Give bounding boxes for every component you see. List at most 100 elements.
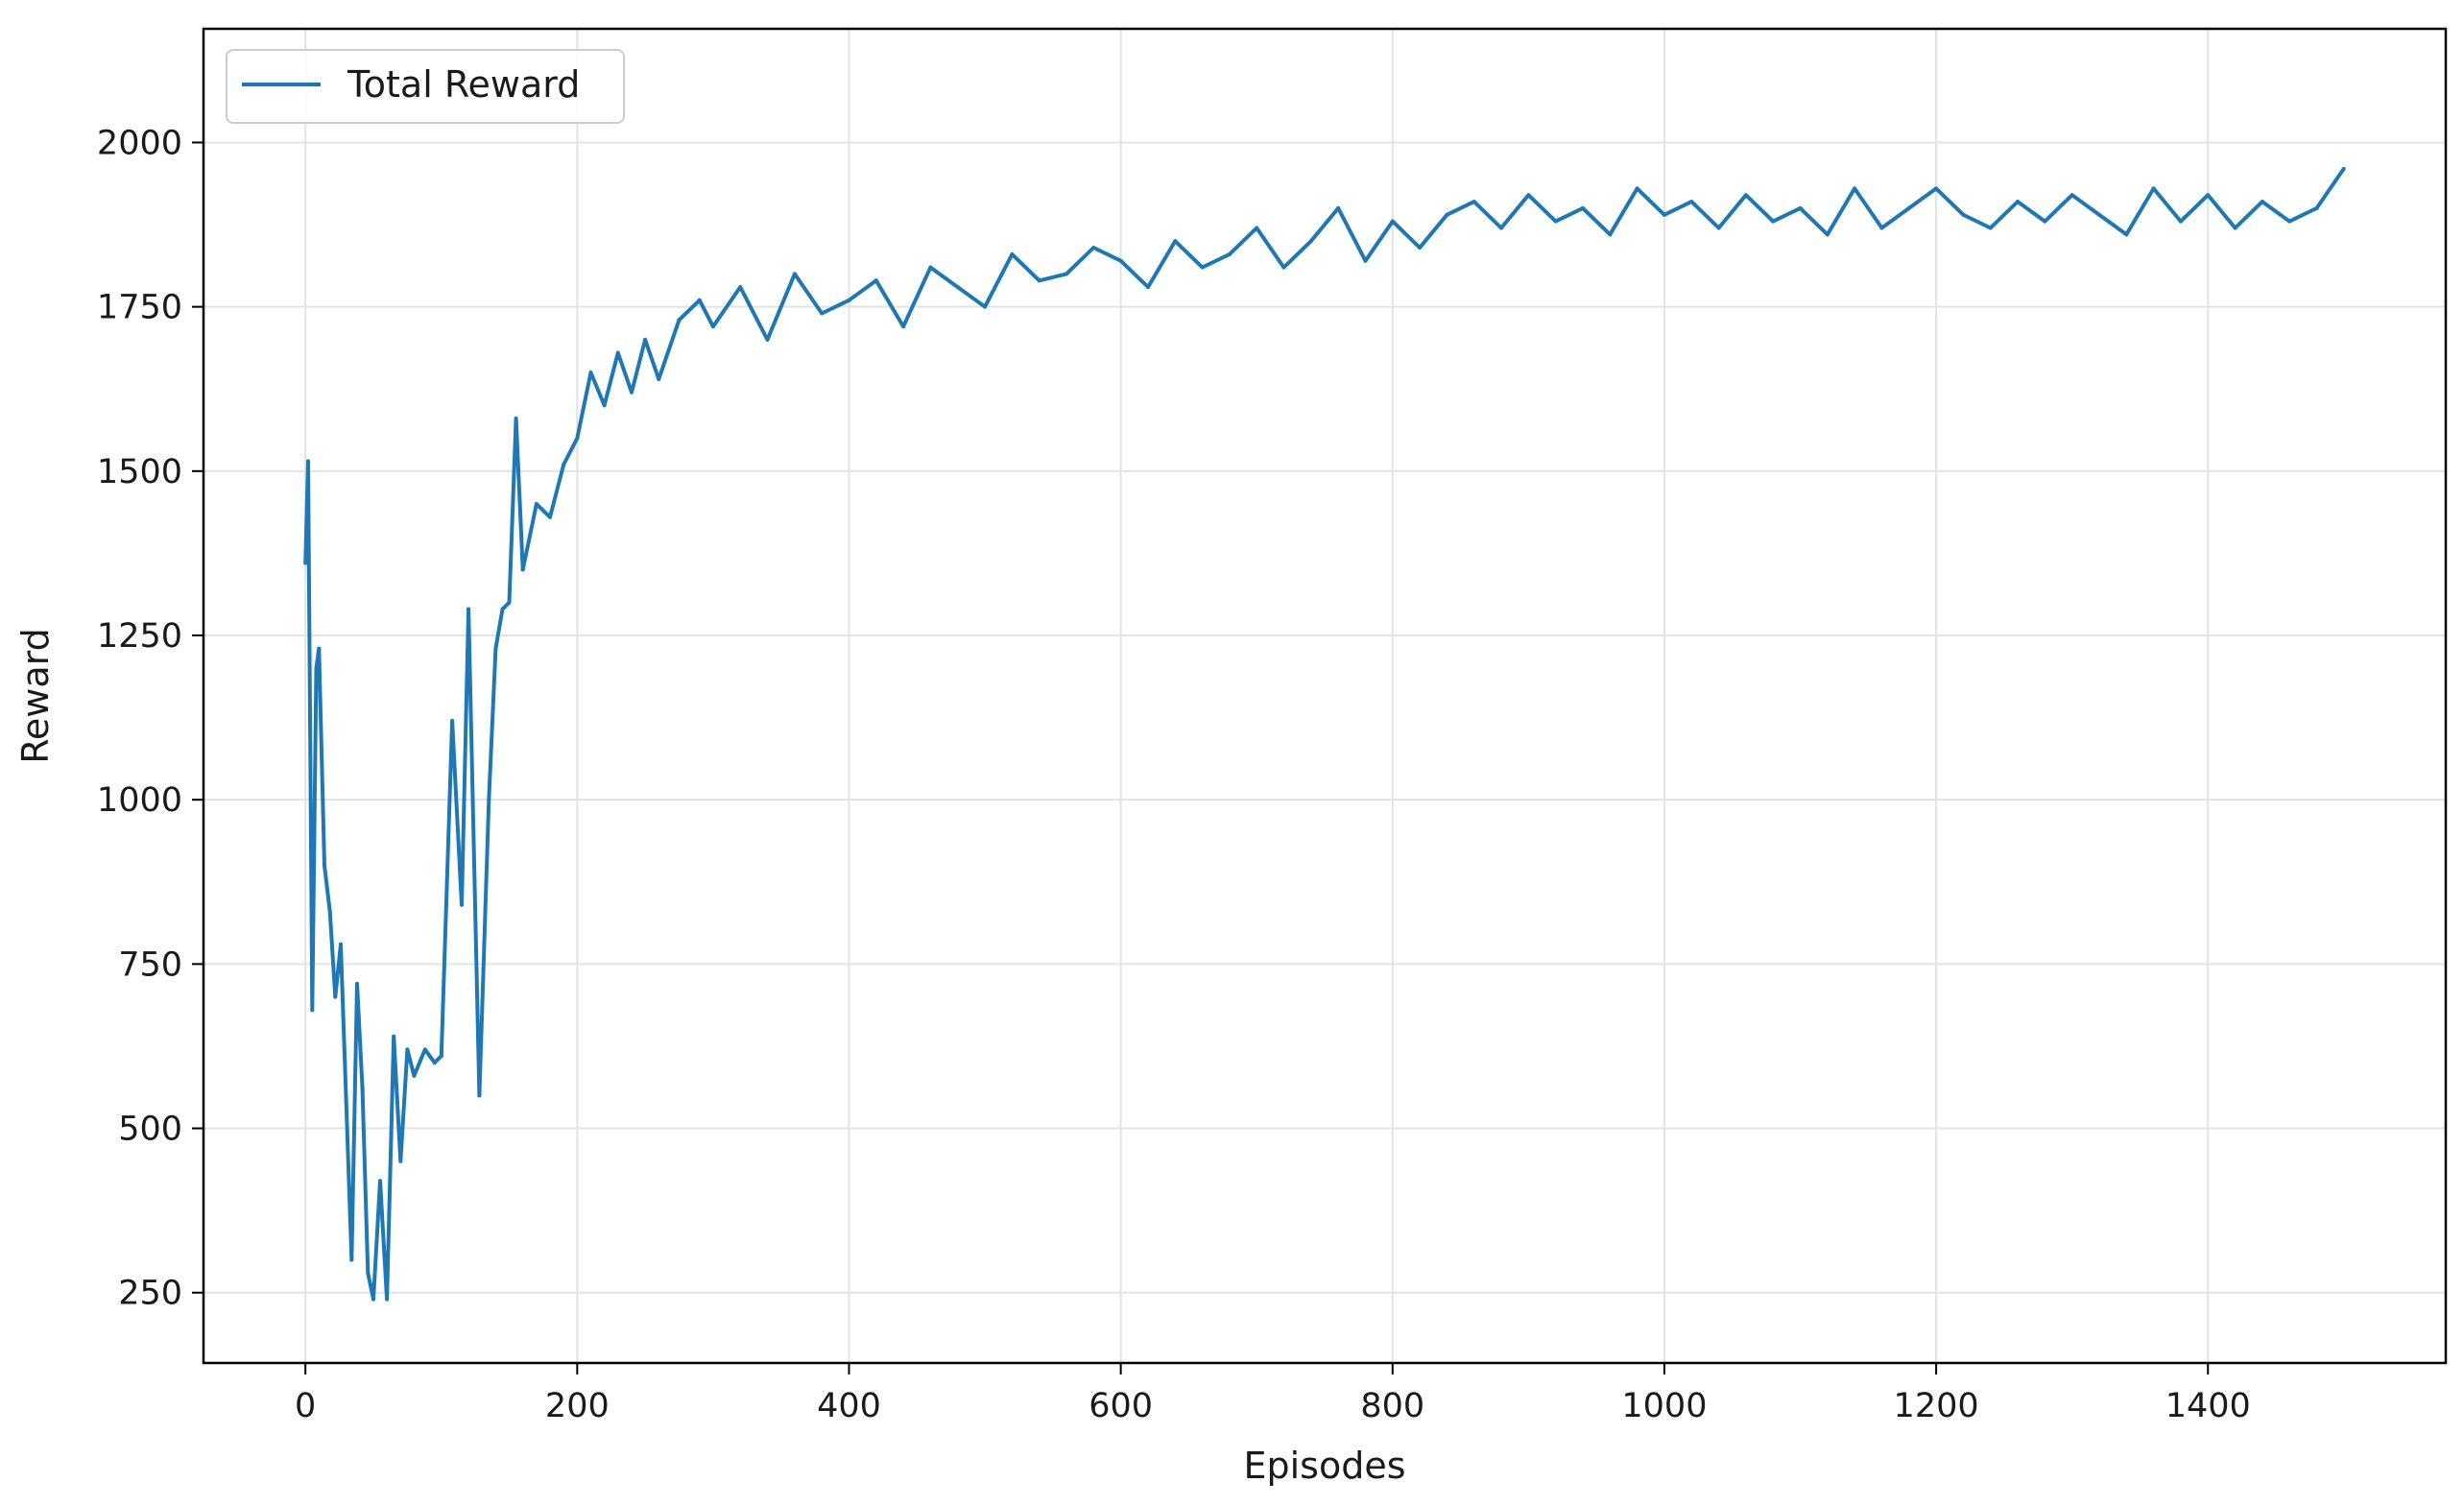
data-point: [1580, 205, 1585, 210]
data-point: [2341, 166, 2346, 171]
data-point: [847, 298, 851, 302]
data-point: [955, 285, 960, 290]
data-point: [1118, 258, 1123, 263]
legend-label-total-reward: Total Reward: [347, 63, 580, 106]
x-axis-label: Episodes: [1243, 1445, 1405, 1487]
data-point: [500, 607, 505, 611]
data-point: [602, 403, 607, 408]
data-point: [2233, 226, 2237, 230]
data-point: [1227, 251, 1232, 256]
data-point: [303, 561, 308, 565]
data-point: [1771, 219, 1776, 224]
data-point: [1200, 265, 1205, 270]
data-point: [657, 376, 661, 381]
y-tick-label: 500: [118, 1111, 182, 1149]
data-point: [615, 350, 620, 355]
series-layer: [303, 166, 2346, 1302]
data-point: [360, 1087, 365, 1091]
data-point: [1445, 212, 1449, 217]
data-point: [520, 567, 525, 572]
data-point: [1308, 239, 1313, 244]
gridlines: [203, 29, 2446, 1363]
data-point: [366, 1271, 371, 1276]
data-point: [1608, 232, 1613, 237]
data-point: [1689, 200, 1694, 204]
data-point: [385, 1297, 390, 1302]
data-point: [1635, 186, 1639, 191]
y-tick-label: 1000: [97, 781, 182, 820]
data-point: [466, 607, 471, 611]
data-point: [575, 436, 580, 441]
y-tick-label: 750: [118, 945, 182, 984]
data-point: [1879, 226, 1884, 230]
data-point: [487, 798, 491, 802]
data-point: [1363, 258, 1368, 263]
data-point: [1418, 246, 1423, 251]
data-point: [507, 600, 512, 605]
data-point: [344, 1100, 348, 1105]
data-point: [1255, 226, 1259, 230]
data-point: [2206, 193, 2211, 198]
data-point: [1853, 186, 1857, 191]
data-point: [354, 981, 359, 986]
data-point: [643, 337, 648, 342]
x-tick-label: 800: [1360, 1387, 1424, 1425]
data-point: [439, 1054, 443, 1059]
data-point: [477, 1093, 482, 1098]
y-tick-label: 1500: [97, 453, 182, 491]
plot-frame: [202, 27, 2448, 1365]
data-point: [710, 324, 715, 329]
data-point: [697, 298, 702, 302]
data-point: [349, 1257, 354, 1262]
data-point: [1091, 246, 1096, 251]
data-point: [514, 417, 518, 421]
data-point: [820, 311, 825, 316]
y-tick-label: 1250: [97, 617, 182, 656]
data-point: [2151, 186, 2156, 191]
data-point: [2314, 205, 2319, 210]
data-point: [2043, 219, 2047, 224]
data-point: [1037, 278, 1041, 283]
data-point: [310, 1008, 315, 1013]
data-point: [2287, 219, 2292, 224]
data-point: [314, 666, 319, 671]
data-point: [1010, 251, 1015, 256]
legend: Total Reward: [226, 49, 625, 124]
data-point: [792, 272, 797, 276]
data-point: [1798, 205, 1803, 210]
data-point: [928, 265, 933, 270]
data-point: [2016, 200, 2021, 204]
data-point: [677, 318, 682, 323]
data-point: [2260, 200, 2264, 204]
data-point: [1825, 232, 1830, 237]
data-point: [873, 278, 878, 283]
data-point: [588, 371, 593, 375]
data-point: [306, 459, 311, 464]
data-point: [534, 502, 538, 507]
data-point: [338, 942, 343, 946]
data-point: [317, 646, 322, 651]
data-point: [1988, 226, 1993, 230]
data-point: [392, 1034, 396, 1039]
data-point: [1390, 219, 1395, 224]
x-tick-label: 600: [1088, 1387, 1153, 1425]
data-point: [412, 1073, 417, 1078]
data-point: [333, 994, 338, 999]
data-point: [1471, 200, 1476, 204]
x-tick-label: 1200: [1894, 1387, 1979, 1425]
data-point: [1716, 226, 1721, 230]
data-point: [562, 462, 566, 466]
data-point: [738, 285, 743, 290]
data-point: [1961, 212, 1966, 217]
y-tick-label: 1750: [97, 289, 182, 327]
data-point: [765, 337, 770, 342]
data-point: [2069, 193, 2074, 198]
data-point: [1526, 193, 1531, 198]
data-point: [378, 1179, 383, 1183]
data-point: [1336, 205, 1341, 210]
data-point: [323, 863, 327, 868]
data-point: [2096, 212, 2101, 217]
data-point: [432, 1061, 437, 1065]
data-point: [1553, 219, 1558, 224]
x-tick-label: 200: [545, 1387, 610, 1425]
